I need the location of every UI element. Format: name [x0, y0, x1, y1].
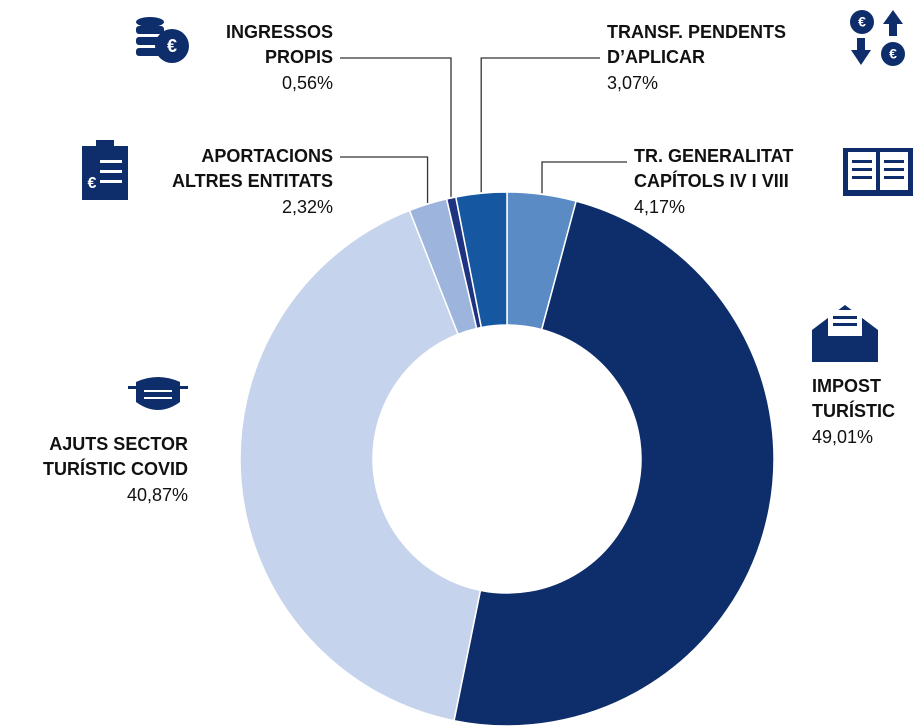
leader-line — [340, 57, 452, 197]
value-label: 40,87% — [127, 485, 188, 505]
value-label: 2,32% — [282, 197, 333, 217]
donut-segment — [453, 200, 775, 727]
svg-text:€: € — [858, 14, 866, 30]
segment-label: INGRESSOS — [226, 22, 333, 42]
segment-label: CAPÍTOLS IV I VIII — [634, 170, 789, 191]
donut-segment — [239, 209, 482, 722]
segment-label: D’APLICAR — [607, 47, 705, 67]
segment-label: TR. GENERALITAT — [634, 146, 793, 166]
icon-clipboard: € — [82, 140, 128, 200]
svg-text:€: € — [889, 46, 897, 62]
icon-mask — [128, 377, 188, 410]
segment-label: PROPIS — [265, 47, 333, 67]
value-label: 3,07% — [607, 73, 658, 93]
segment-label: ALTRES ENTITATS — [172, 171, 333, 191]
donut-segment — [454, 191, 508, 329]
segment-label: APORTACIONS — [201, 146, 333, 166]
value-label: 4,17% — [634, 197, 685, 217]
value-label: 0,56% — [282, 73, 333, 93]
leader-line — [541, 161, 627, 194]
leader-line — [480, 57, 600, 193]
segment-label: AJUTS SECTOR — [49, 434, 188, 454]
leader-line — [340, 156, 429, 204]
icon-book — [843, 148, 913, 196]
svg-text:€: € — [88, 175, 97, 192]
icon-transfer: € € — [850, 10, 905, 66]
segment-label: TURÍSTIC COVID — [43, 458, 188, 479]
icon-envelope — [812, 305, 878, 362]
segment-label: TRANSF. PENDENTS — [607, 22, 786, 42]
svg-text:€: € — [167, 36, 177, 56]
segment-label: IMPOST — [812, 376, 881, 396]
segment-label: TURÍSTIC — [812, 400, 895, 421]
icon-coins: € — [136, 17, 189, 63]
value-label: 49,01% — [812, 427, 873, 447]
